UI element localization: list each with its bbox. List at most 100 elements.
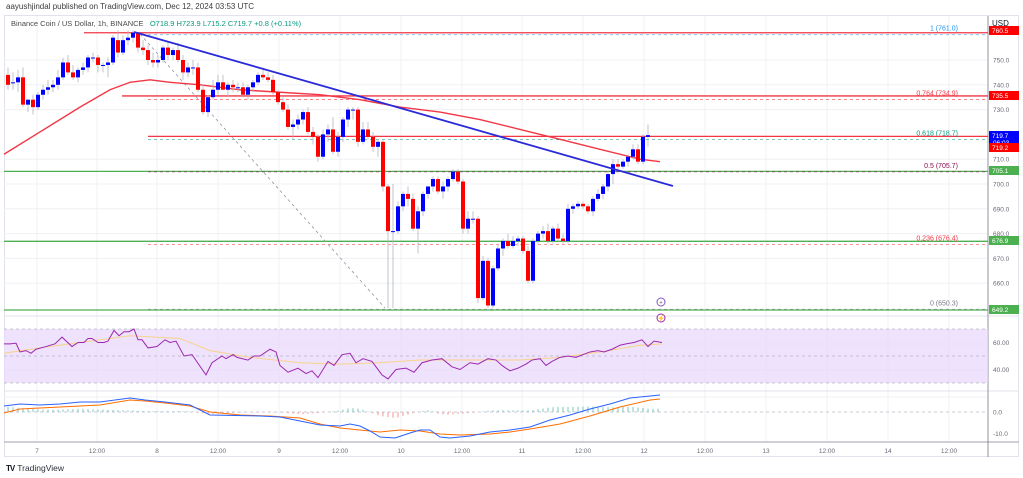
add-event-icon[interactable] [656,297,666,307]
candle-bull [251,82,255,88]
candle-bear [276,92,280,103]
candle-bear [71,72,75,78]
candle-bull [336,136,340,152]
candle-bull [106,62,110,65]
candle-bear [381,141,385,187]
price-tick: 750.0 [993,58,1010,65]
brand-name: TradingView [17,463,65,473]
candle-bear [521,238,525,251]
price-tick: 740.0 [993,82,1010,89]
price-tag [989,26,1019,35]
price-tick: 660.0 [993,281,1010,288]
candle-bull [206,97,210,113]
candle-bull [226,84,230,90]
candle-bull [26,99,30,105]
candle-bull [41,89,45,95]
candle-bull [346,109,350,120]
candle-bull [246,87,250,95]
macd-tick: 0.0 [993,410,1002,417]
candle-bear [461,181,465,229]
time-tick: 12:00 [210,448,227,455]
time-tick: 12:00 [332,448,349,455]
candle-bull [156,60,160,63]
price-tick: 730.0 [993,107,1010,114]
candle-bear [21,77,25,105]
time-tick: 12:00 [575,448,592,455]
candle-bull [466,218,470,229]
candle-bear [506,241,510,246]
price-tag [989,236,1019,245]
candle-bull [471,218,475,220]
candle-bull [91,57,95,59]
projection-dashed-line[interactable] [139,33,386,309]
price-tag [989,143,1019,152]
tradingview-brand[interactable]: TV TradingView [6,463,64,473]
bearish-trendline[interactable] [133,31,674,187]
candle-bear [371,136,375,147]
candle-bear [281,102,285,110]
candle-bear [141,47,145,51]
price-tick: 710.0 [993,157,1010,164]
candle-bull [541,231,545,234]
candle-bear [306,112,310,132]
candle-bull [46,87,50,90]
candle-bull [16,77,20,83]
candlesticks [6,30,650,308]
candle-bull [131,32,135,38]
candle-bull [51,84,55,88]
price-tag-label: 719.2 [992,145,1009,152]
candle-bull [496,248,500,269]
candle-bull [76,69,80,78]
fib-retracement[interactable]: 1 (761.0) 0.764 (734.9) 0.618 (718.7) 0.5 (… [148,26,988,310]
candle-bull [631,149,635,157]
candle-bull [431,179,435,187]
flash-event-icon[interactable] [656,313,666,323]
candle-bear [526,250,530,281]
candle-bear [476,218,480,299]
candle-bear [316,136,320,157]
high-value: H723.9 [176,19,201,28]
moving-average-line [3,79,661,163]
price-tick: 700.0 [993,182,1010,189]
time-tick: 11 [519,448,526,455]
symbol-title: Binance Coin / US Dollar, 1h, BINANCE [11,19,144,28]
candle-bear [636,149,640,162]
price-tick: 670.0 [993,256,1010,263]
candle-bear [166,47,170,56]
candle-bear [581,203,585,207]
candle-bull [326,129,330,135]
candle-bear [266,77,270,80]
candle-bull [216,82,220,90]
candle-bull [191,67,195,69]
candle-bull [491,268,495,306]
candle-bull [341,119,345,137]
price-tag [989,305,1019,314]
candle-bull [416,211,420,229]
time-tick: 12:00 [454,448,471,455]
candle-bull [481,260,485,299]
candle-bull [81,67,85,70]
candle-bear [386,186,390,232]
candle-bull [446,179,450,187]
candle-bear [6,74,10,85]
candle-bull [576,203,580,207]
candle-bear [556,228,560,239]
time-tick: 7 [35,448,39,455]
candle-bear [586,206,590,212]
candle-bear [546,231,550,242]
candle-bull [86,57,90,68]
candle-bull [451,171,455,180]
candle-bull [516,238,520,242]
fib-level-label: 0.236 (676.4) [916,236,958,243]
price-tag-label: 705.1 [992,168,1009,175]
candle-bear [411,198,415,229]
candle-bull [101,64,105,66]
time-tick: 8 [155,448,159,455]
fib-level-label: 0.764 (734.9) [916,90,958,97]
candle-bull [321,134,325,157]
candle-bear [271,79,275,93]
time-tick: 12:00 [819,448,836,455]
currency-label[interactable]: USD [992,19,1009,28]
candle-bull [56,77,60,85]
